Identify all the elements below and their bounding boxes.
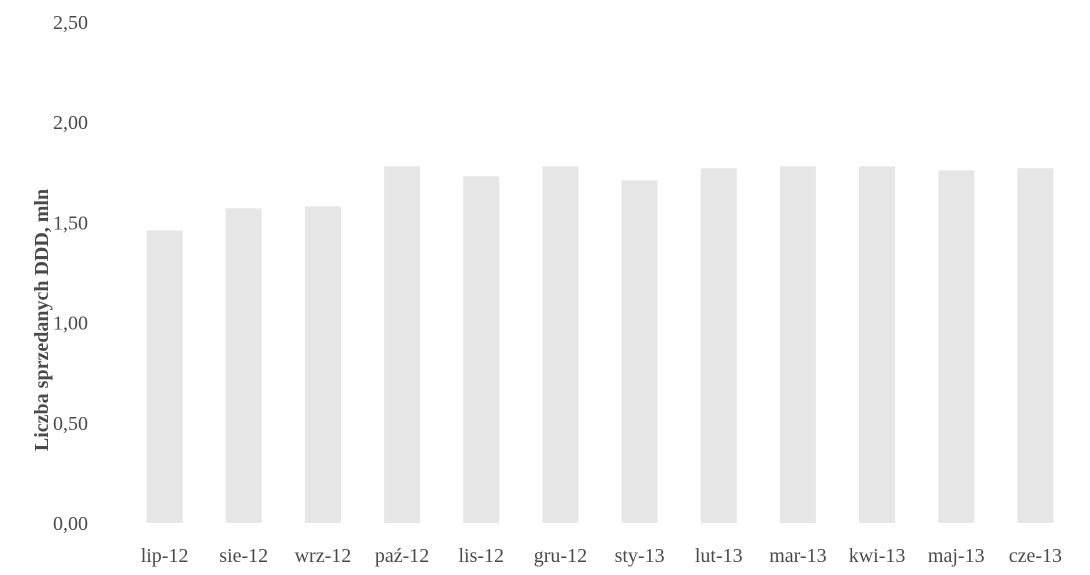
bar-sty-13 — [621, 180, 658, 524]
x-tick-label: maj-13 — [928, 545, 985, 567]
y-axis-ticks: 0,00 0,50 1,00 1,50 2,00 2,50 — [53, 12, 88, 535]
y-tick-label: 1,00 — [53, 313, 88, 335]
bar-paź-12 — [384, 166, 421, 523]
y-tick-label: 2,50 — [53, 12, 88, 34]
y-tick-label: 1,50 — [53, 212, 88, 234]
y-tick-label: 0,50 — [53, 413, 88, 435]
x-tick-label: sty-13 — [615, 545, 665, 567]
bar-maj-13 — [938, 170, 975, 523]
bar-wrz-12 — [304, 206, 341, 524]
x-tick-label: gru-12 — [534, 545, 587, 567]
x-tick-label: paź-12 — [375, 545, 429, 567]
y-tick-label: 0,00 — [53, 513, 88, 535]
bar-sie-12 — [225, 208, 262, 523]
x-tick-label: mar-13 — [769, 545, 826, 567]
x-tick-label: kwi-13 — [849, 545, 906, 567]
bar-cze-13 — [1017, 168, 1054, 524]
x-tick-label: lis-12 — [458, 545, 504, 567]
x-tick-label: sie-12 — [219, 545, 268, 567]
bar-gru-12 — [542, 166, 579, 523]
x-tick-label: cze-13 — [1009, 545, 1062, 567]
x-tick-label: lut-13 — [695, 545, 743, 567]
bar-lip-12 — [146, 230, 183, 523]
y-tick-label: 2,00 — [53, 112, 88, 134]
bar-lut-13 — [700, 168, 737, 524]
bar-mar-13 — [779, 166, 816, 523]
bar-lis-12 — [463, 176, 500, 524]
x-axis-ticks: lip-12 sie-12 wrz-12 paź-12 lis-12 gru-12 sty-… — [141, 545, 1062, 567]
bars — [146, 166, 1054, 524]
bar-kwi-13 — [859, 166, 896, 523]
y-axis-title: Liczba sprzedanych DDD, mln — [31, 189, 53, 451]
x-tick-label: lip-12 — [141, 545, 189, 567]
x-tick-label: wrz-12 — [295, 545, 352, 567]
